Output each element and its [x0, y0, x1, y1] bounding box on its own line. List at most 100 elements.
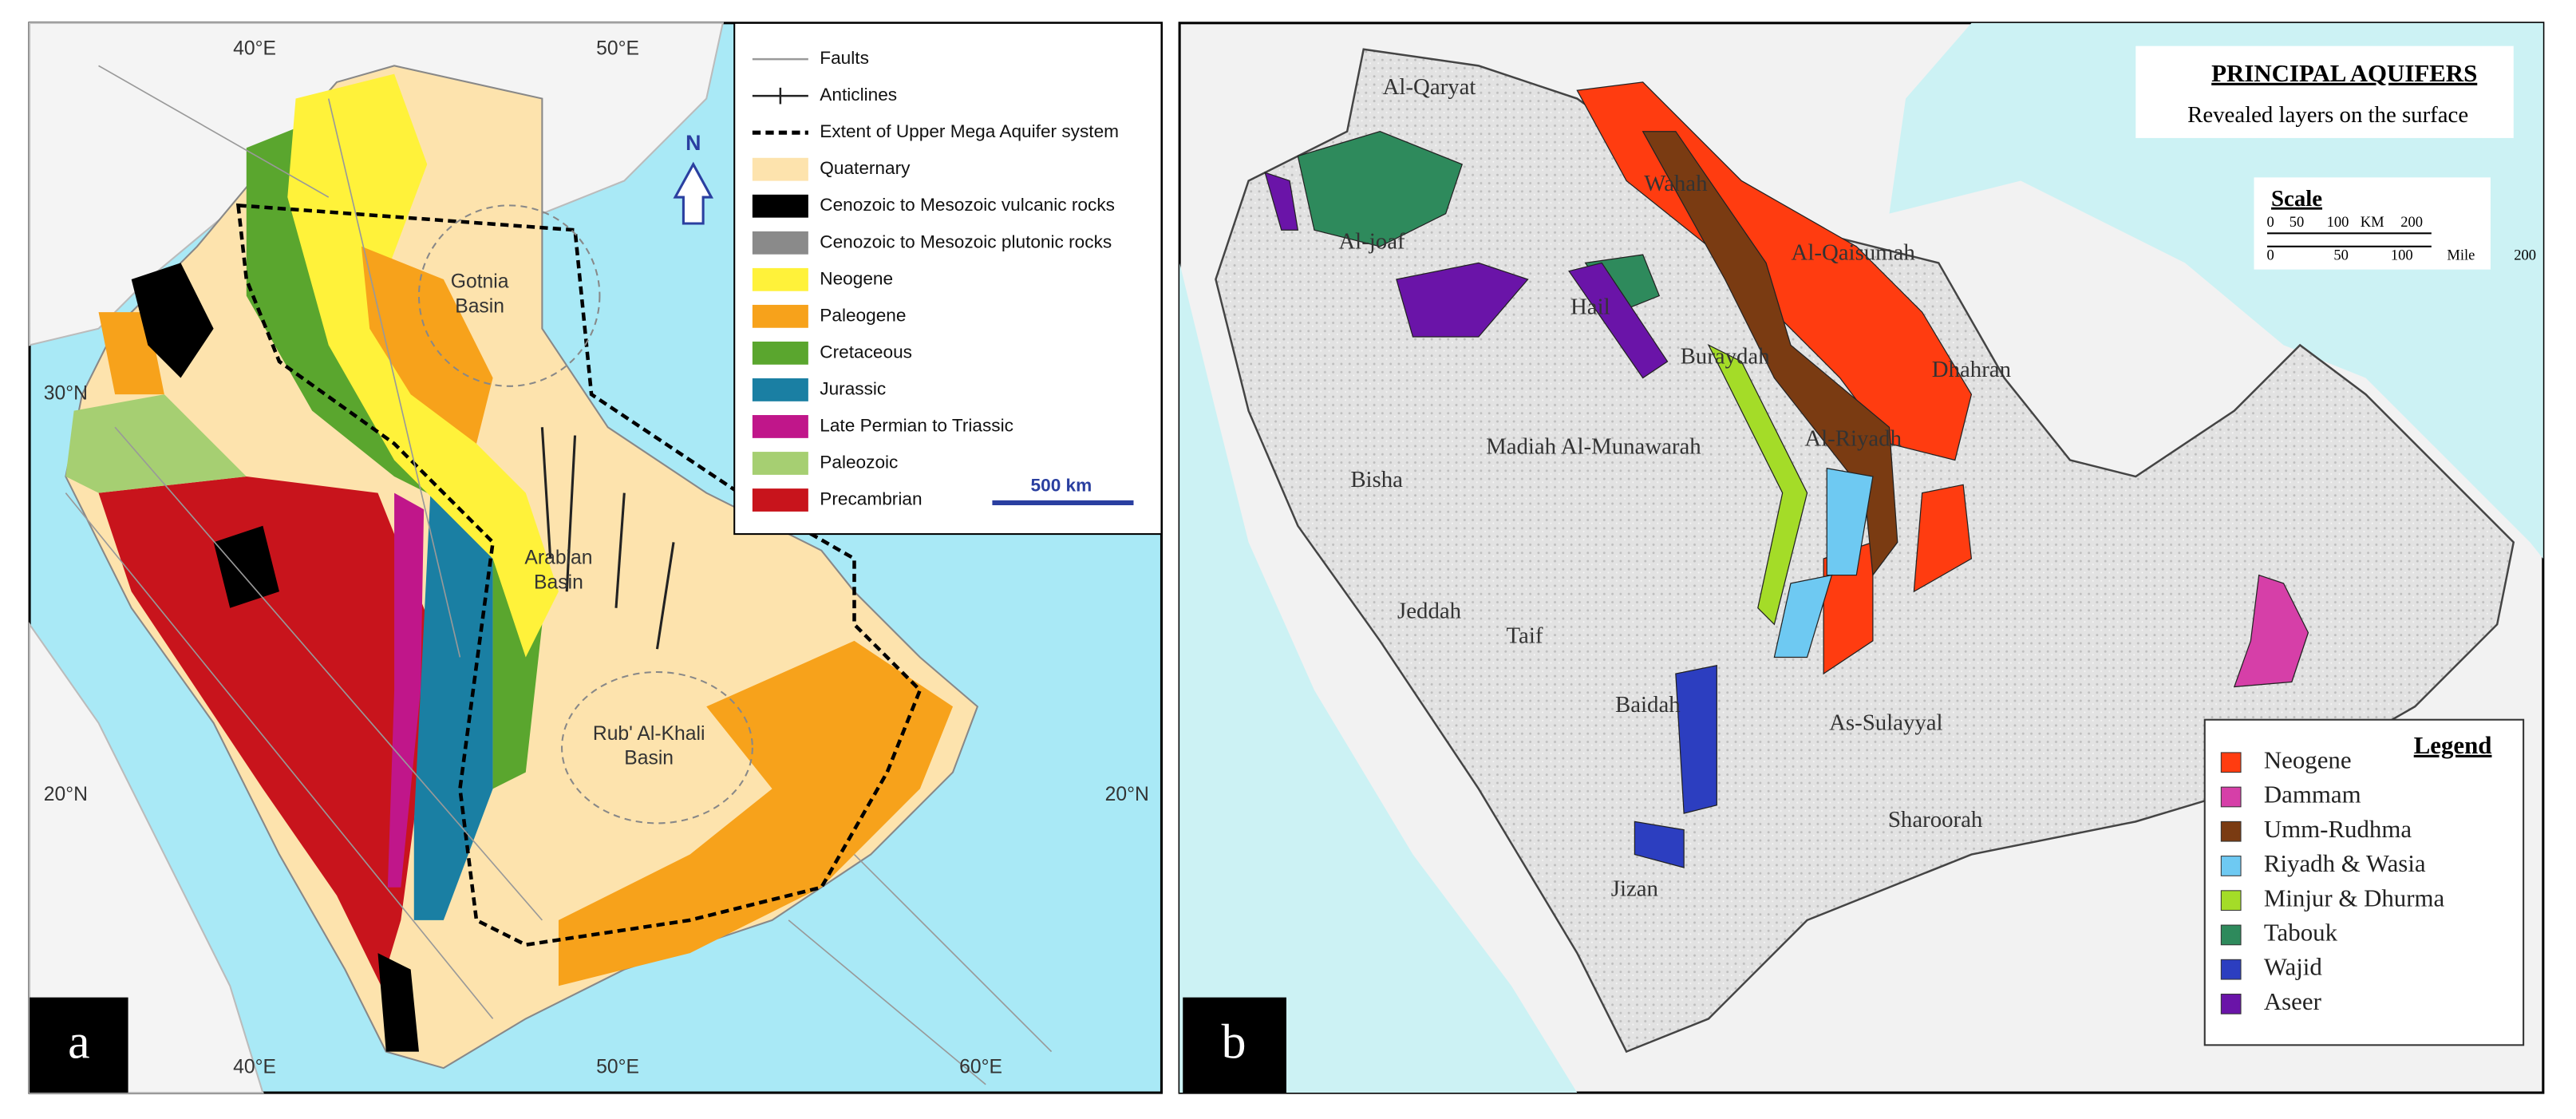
aquifer-riyadh-wasia — [1773, 468, 1874, 658]
legend-label: Cenozoic to Mesozoic plutonic rocks — [820, 231, 1112, 251]
north-label: N — [685, 131, 701, 155]
lon-label: 60°E — [959, 1057, 1002, 1078]
basin-label: Arabian — [524, 548, 592, 569]
legend-label: Neogene — [820, 268, 893, 288]
legend-swatch — [752, 415, 808, 438]
anticlines — [540, 427, 675, 650]
anticline — [655, 542, 675, 650]
place-label: Baidah — [1615, 692, 1681, 718]
legend-label: Umm-Rudhma — [2264, 815, 2412, 843]
legend-swatch — [2220, 752, 2242, 773]
red-sea — [1179, 263, 1578, 1093]
panel-label-box — [1183, 997, 1286, 1093]
legend-label: Dammam — [2264, 781, 2361, 809]
map-labels: 40°E 50°E 40°E 50°E 60°E 30°N 20°N 20°N Gotnia Ba… — [44, 38, 1149, 1077]
legend-swatch — [2220, 820, 2242, 842]
basin-label: Basin — [455, 296, 504, 318]
jurassic — [413, 492, 493, 920]
legend-label: Neogene — [2264, 745, 2352, 773]
scale-km-label: 0 — [2266, 214, 2274, 231]
paleozoic — [65, 394, 247, 493]
scale-km-label: 100 — [2327, 214, 2349, 231]
legend-label: Faults — [820, 48, 869, 68]
anticline — [565, 435, 577, 592]
legend-label: Paleogene — [820, 305, 906, 325]
legend-label: Minjur & Dhurma — [2264, 884, 2445, 911]
legend-swatch — [2220, 786, 2242, 808]
legend-label: Paleozoic — [820, 452, 898, 472]
lon-label: 40°E — [233, 38, 276, 59]
legend-swatch — [2220, 924, 2242, 946]
legend-swatch — [752, 194, 808, 218]
panel-label: b — [1222, 1015, 1247, 1070]
north-arrow — [673, 161, 714, 225]
fault — [65, 492, 494, 1019]
place-label: Dhahran — [1932, 357, 2011, 382]
legend-label: Precambrian — [820, 488, 922, 508]
gulf — [1889, 22, 2543, 559]
legend-label: Cenozoic to Mesozoic vulcanic rocks — [820, 195, 1115, 215]
place-label: Bisha — [1350, 467, 1403, 492]
aquifer-aseer — [1264, 172, 1669, 379]
legend-label: Quaternary — [820, 158, 911, 178]
legend-swatch — [752, 231, 808, 255]
aquifer-umm-rudhma — [1642, 131, 1898, 577]
legend-swatch — [2220, 959, 2242, 980]
aquifer-minjur — [1707, 343, 1808, 626]
fault — [327, 98, 461, 658]
basin-outline — [561, 670, 753, 824]
scale-label: 500 km — [1031, 475, 1092, 495]
legend-swatch — [752, 304, 808, 328]
legend-label: Aseer — [2264, 987, 2322, 1015]
scale-mile-label: 0 — [2266, 247, 2274, 263]
legend-swatch — [2220, 856, 2242, 876]
legend-label: Jurassic — [820, 378, 886, 398]
scale-mile-label: Mile — [2447, 247, 2475, 263]
scale-mile-label: 200 — [2514, 247, 2536, 263]
legend: Neogene Dammam Umm-Rudhma Riyadh & Wasia Min… — [2220, 745, 2445, 1015]
fault — [788, 919, 986, 1085]
panel-label-box — [30, 997, 128, 1093]
legend-swatch — [752, 488, 808, 512]
scale-mile-label: 100 — [2391, 247, 2413, 263]
lon-label: 40°E — [233, 1057, 276, 1078]
anticline — [540, 427, 552, 560]
scale-title: Scale — [2271, 186, 2322, 212]
panel-b: PRINCIPAL AQUIFERS Revealed layers on th… — [1178, 22, 2545, 1094]
volcanic — [131, 263, 419, 1052]
panel-label: a — [68, 1015, 89, 1070]
anticline — [614, 492, 626, 608]
place-label: Hail — [1570, 295, 1610, 320]
triassic — [387, 492, 425, 888]
basin-label: Basin — [624, 748, 674, 769]
place-label: Madiah Al-Munawarah — [1486, 434, 1701, 460]
scale-ticks: 0 50 100 KM 200 0 50 100 Mile 200 — [2266, 214, 2536, 263]
lat-label: 30°N — [44, 383, 88, 405]
place-label: Al-Qaryat — [1383, 74, 1476, 100]
fault — [98, 65, 330, 198]
map-title: PRINCIPAL AQUIFERS — [2211, 59, 2477, 87]
place-label: Taif — [1506, 623, 1543, 648]
scale-mile-label: 50 — [2333, 247, 2349, 263]
place-label: Sharoorah — [1888, 807, 1983, 832]
precambrian — [98, 476, 431, 987]
panel-a: Faults Anticlines Extent of Upper Mega Aqu… — [28, 22, 1164, 1094]
place-label: As-Sulayyal — [1829, 710, 1942, 736]
place-label: Jeddah — [1397, 599, 1462, 624]
place-label: Al-Qaisumah — [1792, 240, 1916, 266]
fault — [114, 426, 543, 921]
place-label: Jizan — [1611, 876, 1658, 901]
lon-label: 50°E — [596, 38, 639, 59]
legend-swatch — [752, 378, 808, 401]
legend-swatch — [752, 157, 808, 181]
legend-swatch — [752, 452, 808, 475]
legend-swatch — [2220, 890, 2242, 911]
legend-title: Legend — [2414, 731, 2492, 759]
legend-label: Extent of Upper Mega Aquifer system — [820, 121, 1119, 141]
basin-label: Rub' Al-Khali — [593, 723, 705, 745]
legend-swatch — [752, 341, 808, 365]
legend: Faults Anticlines Extent of Upper Mega Aqu… — [752, 48, 1119, 512]
legend-label: Tabouk — [2264, 919, 2338, 947]
lon-label: 50°E — [596, 1057, 639, 1078]
